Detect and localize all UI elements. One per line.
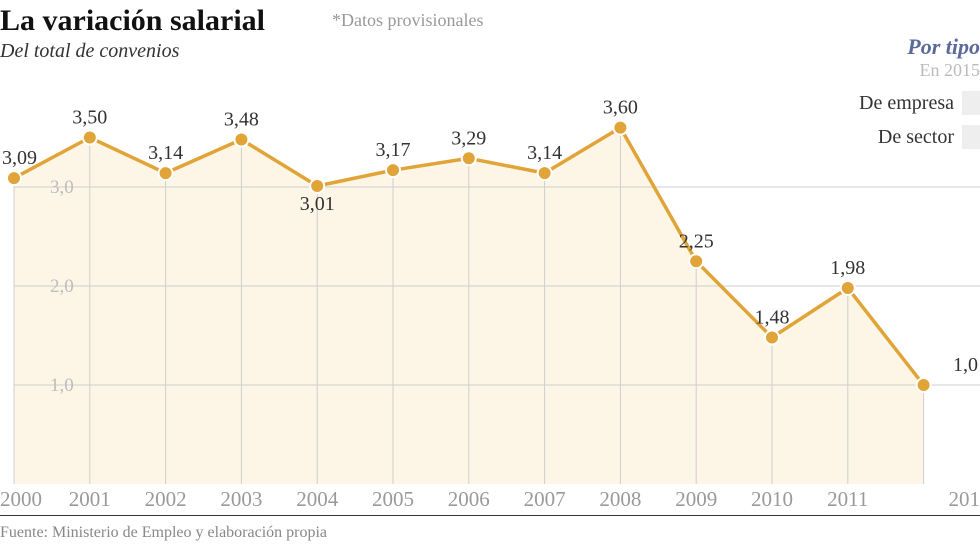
chart-footer: Fuente: Ministerio de Empleo y elaboraci… <box>0 524 327 542</box>
x-tick-label: 2011 <box>827 487 868 506</box>
data-point <box>310 179 324 193</box>
data-point <box>462 151 476 165</box>
x-tick-label: 2003 <box>220 487 262 506</box>
value-label: 3,14 <box>527 142 562 164</box>
legend-title: Por tipo <box>859 34 980 60</box>
y-tick-label: 2,0 <box>50 276 74 297</box>
chart-subtitle: Del total de convenios <box>0 40 179 63</box>
x-tick-label: 2009 <box>675 487 717 506</box>
line-chart: 1,0 2,0 3,0 3,09 3,50 3,14 3,48 3,01 3,17 3,29 3,1… <box>0 66 980 506</box>
y-tick-label: 1,0 <box>50 375 74 396</box>
y-tick-label: 3,0 <box>50 177 74 198</box>
data-point <box>7 171 21 185</box>
x-tick-label: 2000 <box>0 487 42 506</box>
data-point <box>841 281 855 295</box>
value-label: 3,29 <box>451 127 486 149</box>
x-tick-label: 2008 <box>599 487 641 506</box>
data-point <box>538 166 552 180</box>
data-point <box>613 121 627 135</box>
value-label: 1,0 <box>953 354 978 376</box>
provisional-note: *Datos provisionales <box>332 10 483 31</box>
x-tick-label: 2002 <box>145 487 187 506</box>
value-label: 3,60 <box>603 97 638 119</box>
data-point <box>917 378 931 392</box>
value-label: 3,48 <box>224 108 259 130</box>
value-label: 3,14 <box>148 142 183 164</box>
value-label: 1,48 <box>755 306 790 328</box>
value-label: 2,25 <box>679 230 714 252</box>
data-point <box>159 166 173 180</box>
x-tick-label: 2010 <box>751 487 793 506</box>
data-point <box>83 131 97 145</box>
value-label: 3,09 <box>2 147 37 169</box>
chart-title: La variación salarial <box>0 4 265 38</box>
x-tick-label: 2007 <box>524 487 566 506</box>
data-point <box>386 163 400 177</box>
x-tick-label: 2004 <box>296 487 339 506</box>
x-tick-label: 201 <box>949 487 980 506</box>
data-point <box>234 132 248 146</box>
header: La variación salarial <box>0 4 265 38</box>
x-tick-label: 2005 <box>372 487 414 506</box>
value-label: 3,01 <box>300 193 335 215</box>
footer-rule <box>0 515 980 516</box>
value-label: 3,17 <box>376 139 411 161</box>
x-tick-label: 2001 <box>69 487 111 506</box>
data-point <box>689 254 703 268</box>
x-tick-label: 2006 <box>448 487 490 506</box>
chart-container: La variación salarial *Datos provisional… <box>0 0 980 550</box>
data-point <box>765 330 779 344</box>
value-label: 1,98 <box>830 257 865 279</box>
value-label: 3,50 <box>72 107 107 129</box>
